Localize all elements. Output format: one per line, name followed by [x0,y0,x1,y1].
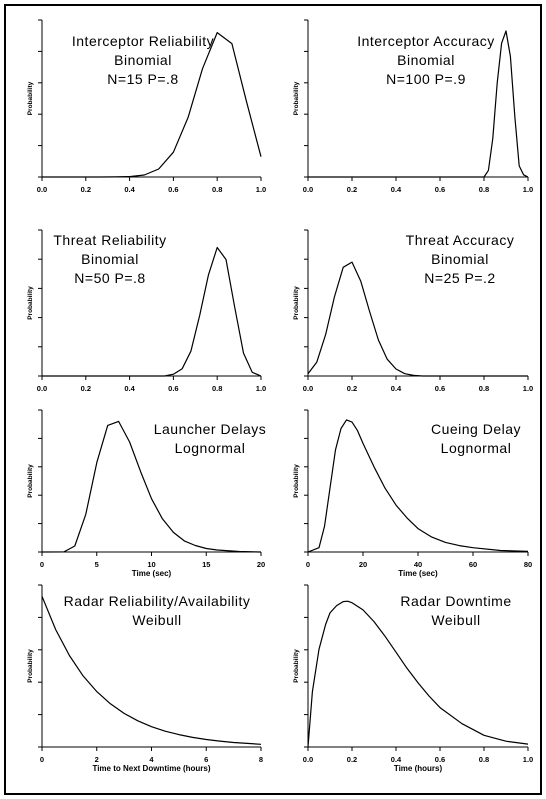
panel-1-x-tick-label: 0.4 [124,185,135,194]
panel-8-x-tick-label: 0.6 [435,755,445,764]
panel-8-x-tick-label: 0.0 [303,755,313,764]
panel-3-x-tick-label: 0.4 [124,384,135,393]
panel-2-title-line-1: Interceptor Accuracy [357,33,495,49]
panel-2-x-tick-label: 0.6 [435,185,445,194]
panel-8-y-axis-label: Probability [293,649,300,683]
panel-6-x-tick-label: 60 [469,560,477,569]
panel-8-x-tick-label: 1.0 [523,755,533,764]
panel-7-x-tick-label: 0 [40,755,44,764]
panel-5-distribution-curve [41,420,262,553]
figure-border [4,4,542,795]
panel-2-x-tick-label: 0.4 [391,185,402,194]
panel-5-y-axis-label: Probability [27,464,34,498]
panel-4-x-tick-label: 0.2 [347,384,357,393]
panel-2-title-line-2: Binomial [397,52,455,68]
panel-4-title-line-1: Threat Accuracy [406,232,515,248]
panel-8-title-line-1: Radar Downtime [400,593,511,609]
panel-5-x-tick-label: 5 [95,560,99,569]
panel-5-x-tick-label: 0 [40,560,44,569]
panel-3-x-tick-label: 0.6 [168,384,178,393]
panel-7-distribution-curve [41,596,262,745]
panel-8-x-tick-label: 0.8 [479,755,489,764]
panel-7-title-line-2: Weibull [132,612,181,628]
panel-6-x-axis-label: Time (sec) [398,569,438,578]
panel-3-y-axis-label: Probability [27,286,34,320]
panel-3-title-line-2: Binomial [81,251,139,267]
panel-6-x-tick-label: 40 [414,560,422,569]
panel-7-x-tick-label: 2 [95,755,99,764]
panel-4-x-tick-label: 1.0 [523,384,533,393]
panel-8-title-line-2: Weibull [431,612,480,628]
panel-5-x-tick-label: 15 [202,560,210,569]
panel-3-title-line-1: Threat Reliability [53,232,166,248]
panel-1-distribution-curve [42,31,262,178]
panel-7-y-axis-label: Probability [27,649,34,683]
panel-5-x-axis-label: Time (sec) [132,569,172,578]
panel-5-title-line-1: Launcher Delays [154,421,267,437]
panel-2-y-axis-label: Probability [293,81,300,115]
panel-4-title-line-3: N=25 P=.2 [424,270,495,286]
panel-1-x-tick-label: 0.0 [37,185,47,194]
panel-7-x-tick-label: 8 [259,755,263,764]
panel-2-x-tick-label: 1.0 [523,185,533,194]
panel-6-title-line-2: Lognormal [441,440,512,456]
panel-3-distribution-curve [42,246,262,377]
panel-8-x-axis-label: Time (hours) [394,764,443,773]
panel-7-title-line-1: Radar Reliability/Availability [64,593,251,609]
panel-4-x-tick-label: 0.6 [435,384,445,393]
panel-4-title-line-2: Binomial [431,251,489,267]
panel-6-distribution-curve [307,419,529,553]
panel-1-x-tick-label: 1.0 [256,185,266,194]
panel-8-x-tick-label: 0.2 [347,755,357,764]
panel-3-x-tick-label: 0.0 [37,384,47,393]
panel-7-x-axis-label: Time to Next Downtime (hours) [92,764,210,773]
panel-3-x-tick-label: 1.0 [256,384,266,393]
panel-4-x-tick-label: 0.8 [479,384,489,393]
panel-3-x-tick-label: 0.2 [81,384,91,393]
panel-2-distribution-curve [308,30,529,178]
panel-1-x-tick-label: 0.2 [81,185,91,194]
panel-6-title-line-1: Cueing Delay [431,421,521,437]
panel-1-y-axis-label: Probability [27,81,34,115]
panel-2-x-tick-label: 0.0 [303,185,313,194]
panel-3-x-tick-label: 0.8 [212,384,222,393]
panel-4-y-axis-label: Probability [293,286,300,320]
panel-7-x-tick-label: 4 [149,755,154,764]
panel-2-x-tick-label: 0.8 [479,185,489,194]
panel-6-x-tick-label: 0 [306,560,310,569]
panel-1-title-line-1: Interceptor Reliability [72,33,214,49]
panel-4-distribution-curve [307,261,528,377]
panel-6-x-tick-label: 20 [359,560,367,569]
panel-1-title-line-2: Binomial [114,52,172,68]
panel-6-y-axis-label: Probability [293,464,300,498]
panel-5-x-tick-label: 10 [147,560,155,569]
panel-5-x-tick-label: 20 [257,560,265,569]
panel-2-x-tick-label: 0.2 [347,185,357,194]
panel-1-x-tick-label: 0.8 [212,185,222,194]
panel-5-title-line-2: Lognormal [175,440,246,456]
panel-2-title-line-3: N=100 P=.9 [386,71,466,87]
panel-8-x-tick-label: 0.4 [391,755,402,764]
panel-4-x-tick-label: 0.4 [391,384,402,393]
panel-1-x-tick-label: 0.6 [168,185,178,194]
panel-4-x-tick-label: 0.0 [303,384,313,393]
panel-7-x-tick-label: 6 [204,755,208,764]
panel-1-title-line-3: N=15 P=.8 [107,71,178,87]
panel-8-distribution-curve [307,600,529,748]
panel-3-title-line-3: N=50 P=.8 [74,270,145,286]
panel-6-x-tick-label: 80 [524,560,532,569]
